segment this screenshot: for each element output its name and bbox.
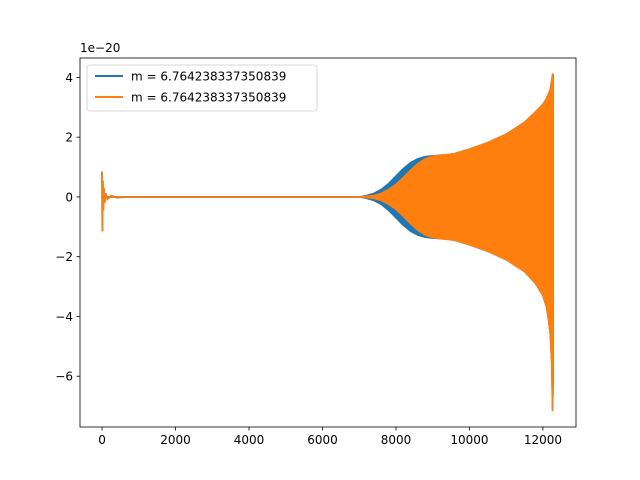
legend: m = 6.764238337350839 m = 6.764238337350… bbox=[86, 64, 318, 112]
x-tick-label-6: 12000 bbox=[524, 433, 562, 447]
axes-frame bbox=[79, 57, 577, 428]
x-tick-label-1: 2000 bbox=[160, 433, 191, 447]
y-tick-label-4: −4 bbox=[55, 310, 73, 324]
y-tick-label-2: 0 bbox=[65, 190, 73, 204]
y-tick-label-1: 2 bbox=[65, 131, 73, 145]
y-tick-label-0: 4 bbox=[65, 71, 73, 85]
series-group bbox=[101, 73, 554, 412]
legend-label-series-1: m = 6.764238337350839 bbox=[131, 70, 286, 84]
x-tick-label-5: 10000 bbox=[450, 433, 488, 447]
x-tick-label-2: 4000 bbox=[234, 433, 265, 447]
y-axis: 4 2 0 −2 −4 −6 bbox=[55, 71, 80, 384]
series-2-envelope bbox=[101, 73, 554, 412]
legend-label-series-2: m = 6.764238337350839 bbox=[131, 91, 286, 105]
y-tick-label-3: −2 bbox=[55, 250, 73, 264]
plot-area bbox=[101, 73, 554, 412]
x-tick-label-4: 8000 bbox=[381, 433, 412, 447]
x-tick-label-0: 0 bbox=[98, 433, 106, 447]
x-axis: 0 2000 4000 6000 8000 10000 12000 bbox=[98, 427, 562, 447]
y-offset-text: 1e−20 bbox=[80, 41, 120, 55]
x-tick-label-3: 6000 bbox=[307, 433, 338, 447]
legend-box bbox=[86, 64, 318, 112]
y-tick-label-5: −6 bbox=[55, 370, 73, 384]
